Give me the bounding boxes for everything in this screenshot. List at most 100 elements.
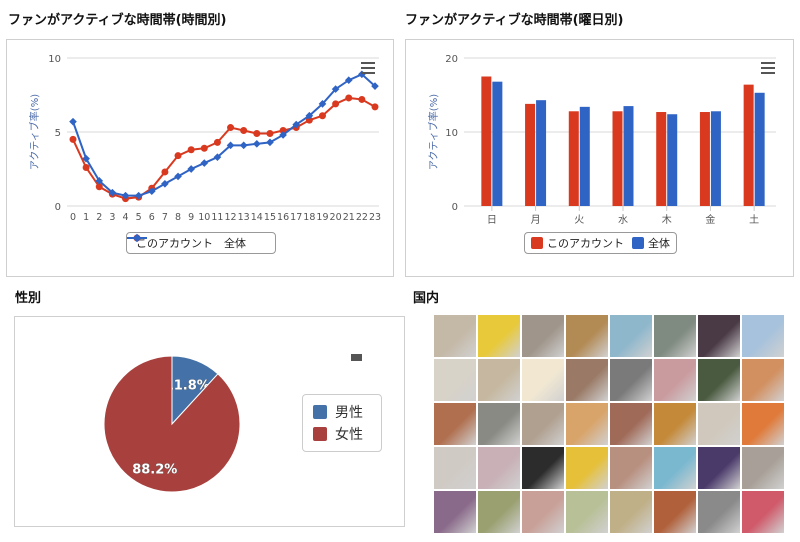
fan-thumbnail-grid [433,314,785,534]
data-point-account [305,116,313,124]
bar-overall [710,111,721,206]
fan-avatar-thumbnail[interactable] [610,359,652,401]
fan-avatar-thumbnail[interactable] [610,403,652,445]
fan-avatar-thumbnail[interactable] [434,447,476,489]
x-tick-label: 火 [574,214,584,226]
fan-avatar-thumbnail[interactable] [478,315,520,357]
x-tick-label: 13 [238,212,250,223]
y-tick-label: 10 [48,54,61,65]
hamburger-menu-icon[interactable] [361,62,375,77]
hourly-chart-title: ファンがアクティブな時間帯(時間別) [8,13,227,28]
bar-overall [492,81,503,206]
fan-avatar-thumbnail[interactable] [434,403,476,445]
data-point-overall [108,188,117,197]
fan-avatar-thumbnail[interactable] [566,447,608,489]
fan-avatar-thumbnail[interactable] [742,359,784,401]
fan-avatar-thumbnail[interactable] [654,315,696,357]
bar-overall [536,100,547,206]
fan-avatar-thumbnail[interactable] [566,315,608,357]
x-tick-label: 14 [251,212,263,223]
pie-slice-female [103,355,241,493]
data-point-account [266,129,274,137]
x-tick-label: 11 [211,212,223,223]
fan-avatar-thumbnail[interactable] [654,403,696,445]
x-tick-label: 5 [136,212,142,223]
legend-swatch-account [531,237,543,249]
fan-avatar-thumbnail[interactable] [698,359,740,401]
bar-account [568,111,579,206]
legend-line-marker-overall [127,233,147,243]
legend-item-account[interactable]: このアカウント [531,235,624,251]
fan-avatar-thumbnail[interactable] [610,447,652,489]
data-point-overall [239,141,248,150]
weekday-chart-panel: 0 10 20 アクティブ率(%) 日 月 火 水 木 金 土 このアカウント 全体 [405,39,794,277]
fan-avatar-thumbnail[interactable] [478,403,520,445]
x-tick-label: 9 [188,212,194,223]
fan-avatar-thumbnail[interactable] [478,491,520,533]
fan-avatar-thumbnail[interactable] [522,447,564,489]
x-tick-label: 4 [122,212,128,223]
fan-avatar-thumbnail[interactable] [742,315,784,357]
data-point-overall [69,117,77,126]
fan-avatar-thumbnail[interactable] [478,447,520,489]
fan-avatar-thumbnail[interactable] [478,359,520,401]
fan-avatar-thumbnail[interactable] [566,403,608,445]
x-tick-label: 金 [705,213,715,226]
fan-avatar-thumbnail[interactable] [654,359,696,401]
fan-avatar-thumbnail[interactable] [434,359,476,401]
fan-avatar-thumbnail[interactable] [698,403,740,445]
fan-avatar-thumbnail[interactable] [566,491,608,533]
y-axis-label: アクティブ率(%) [427,94,440,170]
fan-avatar-thumbnail[interactable] [522,403,564,445]
fan-avatar-thumbnail[interactable] [522,359,564,401]
fan-avatar-thumbnail[interactable] [522,315,564,357]
hamburger-menu-icon[interactable] [761,62,775,77]
x-tick-label: 12 [225,212,237,223]
gender-chart-panel: 11.8% 88.2% 男性 女性 [14,316,405,527]
data-point-account [332,100,340,108]
x-tick-label: 2 [96,212,102,223]
fan-avatar-thumbnail[interactable] [434,315,476,357]
pie-slice-label: 11.8% [165,379,210,394]
legend-swatch-male [313,405,327,419]
weekday-chart-title: ファンがアクティブな時間帯(曜日別) [405,13,624,28]
fan-avatar-thumbnail[interactable] [698,315,740,357]
menu-icon[interactable] [351,354,362,361]
data-point-account [213,138,221,146]
fan-avatar-thumbnail[interactable] [654,491,696,533]
y-tick-label: 20 [445,54,458,65]
fan-avatar-thumbnail[interactable] [566,359,608,401]
data-point-overall [187,165,195,173]
fan-avatar-thumbnail[interactable] [610,315,652,357]
bar-account [743,84,754,206]
fan-avatar-thumbnail[interactable] [698,447,740,489]
x-tick-label: 水 [618,214,628,226]
bar-account [481,76,492,206]
x-tick-label: 3 [109,212,115,223]
fan-avatar-thumbnail[interactable] [434,491,476,533]
fan-avatar-thumbnail[interactable] [742,403,784,445]
legend-item-overall[interactable]: 全体 [632,235,670,251]
bar-overall [579,106,590,206]
legend-item-overall[interactable]: 全体 [127,233,246,251]
fan-avatar-thumbnail[interactable] [742,491,784,533]
x-tick-label: 土 [749,213,759,226]
data-point-overall [82,154,90,163]
data-point-overall [200,159,209,167]
x-tick-label: 15 [264,212,276,223]
fan-avatar-thumbnail[interactable] [522,491,564,533]
legend-label-overall: 全体 [224,237,246,250]
fan-avatar-thumbnail[interactable] [610,491,652,533]
weekday-bar-chart: 0 10 20 アクティブ率(%) 日 月 火 水 木 金 土 [427,54,776,226]
data-point-account [253,129,261,137]
legend-item-female[interactable]: 女性 [313,423,371,445]
fan-avatar-thumbnail[interactable] [742,447,784,489]
data-point-account [161,168,169,176]
fan-avatar-thumbnail[interactable] [654,447,696,489]
legend-item-male[interactable]: 男性 [313,401,371,423]
legend-label-overall: 全体 [648,237,670,250]
y-tick-label: 0 [55,202,61,213]
fan-avatar-thumbnail[interactable] [698,491,740,533]
gender-pie-chart: 11.8% 88.2% [103,355,241,493]
